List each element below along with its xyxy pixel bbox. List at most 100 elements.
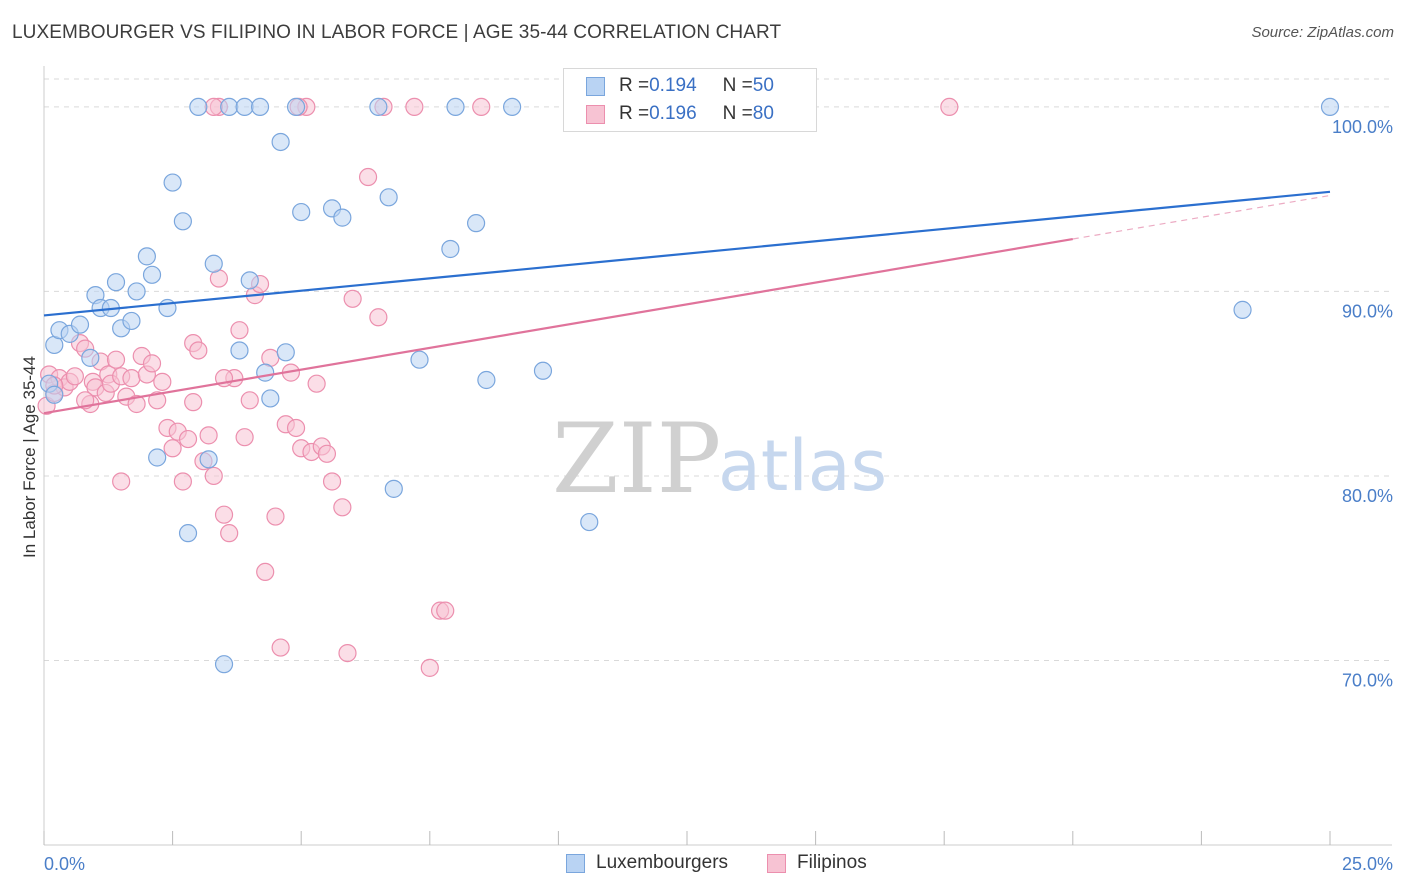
filipinos-point — [148, 391, 167, 410]
luxembourgers-point — [466, 214, 486, 233]
y-axis-label: In Labor Force | Age 35-44 — [20, 356, 39, 558]
legend-swatch-blue — [586, 76, 605, 96]
filipinos-point — [163, 439, 182, 458]
source-label: Source: ZipAtlas.com — [1251, 24, 1394, 41]
filipinos-point — [142, 354, 162, 373]
n-label: N = — [722, 103, 753, 124]
luxembourgers-point — [276, 343, 295, 362]
tick-labels: 70.0% 80.0% 90.0% 100.0% 0.0% 25.0% — [44, 117, 1393, 874]
legend-label: Luxembourgers — [596, 852, 729, 873]
chart-title: LUXEMBOURGER VS FILIPINO IN LABOR FORCE … — [12, 22, 782, 43]
filipinos-point — [420, 658, 439, 677]
luxembourgers-point — [446, 97, 465, 117]
legend-swatch-pink — [767, 853, 786, 873]
filipinos-point — [153, 372, 172, 391]
filipinos-point — [338, 643, 357, 663]
filipinos-trend-extension — [1072, 194, 1331, 240]
filipinos-point — [472, 97, 491, 117]
luxembourgers-point — [214, 655, 234, 674]
luxembourgers-point — [81, 348, 100, 367]
luxembourgers-point — [503, 97, 522, 117]
filipinos-point — [178, 429, 198, 449]
r-value: 0.196 — [649, 103, 697, 124]
y-tick-label: 80.0% — [1342, 486, 1393, 506]
filipinos-point — [333, 498, 352, 517]
filipinos-point — [189, 341, 208, 360]
luxembourgers-point — [286, 97, 306, 117]
luxembourgers-point — [271, 132, 290, 152]
luxembourgers-point — [250, 97, 270, 117]
luxembourgers-point — [333, 208, 352, 227]
legend-swatch-pink — [586, 104, 605, 124]
filipinos-point — [322, 472, 342, 491]
series-legend: Luxembourgers Filipinos — [0, 852, 1406, 878]
filipinos-point — [369, 308, 388, 327]
filipinos-point — [106, 350, 126, 369]
luxembourgers-point — [148, 448, 167, 467]
luxembourgers-point — [1320, 97, 1340, 117]
filipinos-point — [184, 393, 203, 412]
luxembourgers-point — [127, 282, 146, 301]
luxembourgers-point — [1233, 300, 1252, 319]
filipinos-point — [230, 321, 249, 340]
filipinos-point — [240, 391, 259, 410]
luxembourgers-point — [379, 188, 398, 207]
filipinos-point — [173, 472, 192, 491]
luxembourgers-point — [441, 239, 460, 259]
luxembourgers-point — [580, 512, 599, 532]
filipinos-point — [436, 601, 455, 620]
x-tick-label: 25.0% — [1342, 854, 1393, 874]
filipinos-point — [220, 524, 239, 543]
filipinos-point — [940, 97, 959, 117]
axes — [43, 66, 1392, 846]
filipinos-point — [307, 374, 326, 393]
filipinos-point — [343, 289, 362, 308]
luxembourgers-point — [122, 311, 141, 331]
r-label: R = — [619, 103, 650, 124]
filipinos-point — [204, 466, 223, 486]
filipinos-point — [112, 472, 131, 491]
n-value: 50 — [752, 75, 774, 96]
filipinos-point — [266, 507, 285, 526]
legend-row-luxembourgers: R = 0.194 N = 50 — [586, 73, 774, 99]
filipinos-point — [317, 444, 337, 463]
filipinos-point — [199, 426, 218, 445]
legend-item-luxembourgers: Luxembourgers — [566, 852, 728, 874]
luxembourgers-point — [477, 370, 496, 390]
luxembourgers-point — [173, 212, 192, 231]
watermark: ZIP atlas — [552, 403, 887, 515]
luxembourgers-point — [199, 450, 218, 469]
luxembourgers-point — [142, 265, 162, 284]
luxembourgers-point — [230, 341, 249, 360]
luxembourgers-point — [220, 97, 239, 117]
luxembourgers-point — [240, 271, 259, 290]
filipinos-points — [37, 97, 959, 677]
legend-row-filipinos: R = 0.196 N = 80 — [586, 101, 774, 127]
luxembourgers-point — [204, 254, 223, 273]
legend-label: Filipinos — [797, 852, 867, 873]
watermark-atlas: atlas — [718, 425, 887, 507]
luxembourgers-point — [45, 385, 64, 404]
luxembourgers-point — [384, 479, 403, 498]
luxembourgers-point — [369, 97, 388, 117]
y-tick-label: 100.0% — [1332, 117, 1393, 137]
correlation-legend: R = 0.194 N = 50 R = 0.196 N = 80 — [563, 68, 817, 132]
luxembourgers-point — [261, 389, 280, 408]
r-label: R = — [619, 75, 650, 96]
y-tick-label: 70.0% — [1342, 670, 1393, 690]
legend-swatch-blue — [566, 853, 585, 873]
luxembourgers-point — [410, 350, 429, 369]
filipinos-point — [204, 97, 223, 117]
legend-item-filipinos: Filipinos — [767, 852, 867, 874]
x-tick-label: 0.0% — [44, 854, 85, 874]
n-label: N = — [722, 75, 753, 96]
y-tick-label: 90.0% — [1342, 301, 1393, 321]
r-value: 0.194 — [649, 75, 697, 96]
n-value: 80 — [752, 103, 774, 124]
luxembourgers-point — [533, 361, 553, 380]
luxembourgers-point — [137, 247, 156, 266]
luxembourgers-point — [70, 315, 90, 334]
luxembourgers-trend-line — [43, 190, 1331, 317]
filipinos-point — [127, 394, 146, 414]
